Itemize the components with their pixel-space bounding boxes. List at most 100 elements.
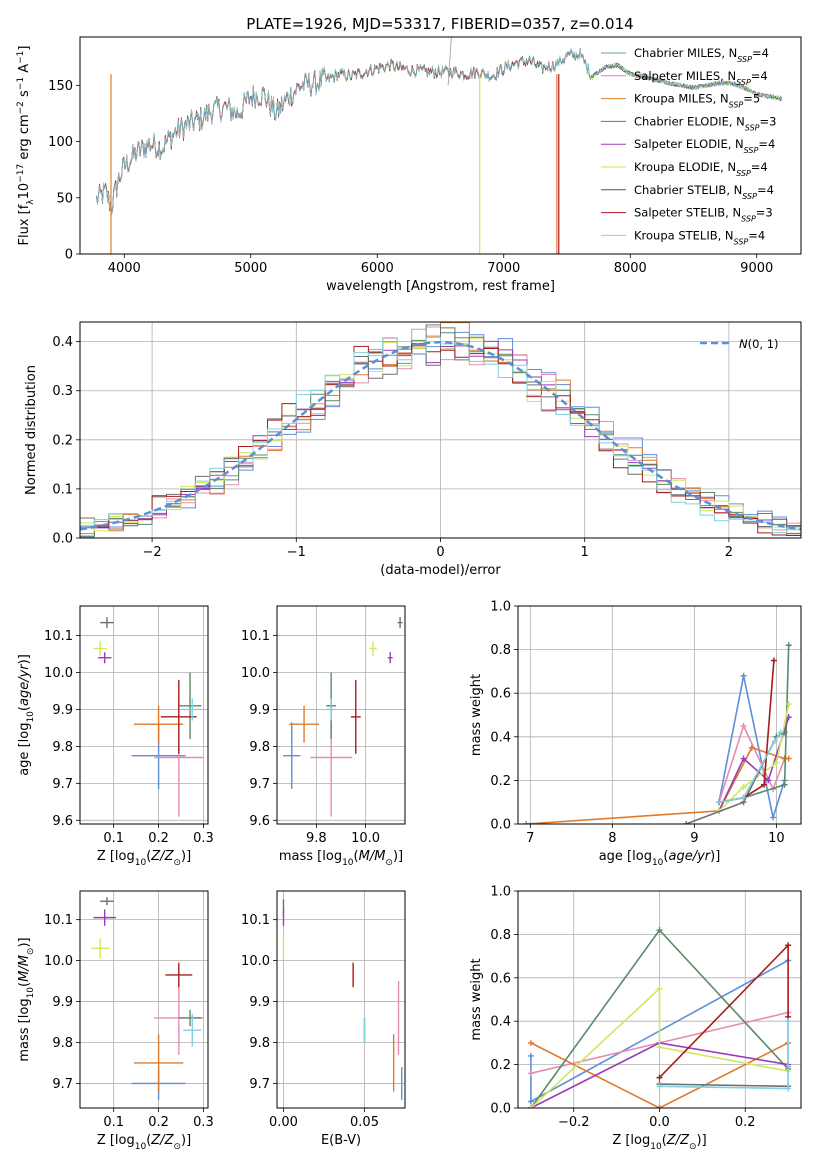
plot-area [518,891,801,1108]
weight-marker [527,1070,534,1077]
weight-marker [770,657,777,664]
weight-marker [527,1039,534,1046]
y-axis-label: mass weight [469,674,484,756]
spectrum-line [96,49,782,215]
y-tick-label: 9.7 [249,1077,270,1092]
legend-label: N(0, 1) [739,337,779,351]
weight-marker [770,814,777,821]
x-axis-label: (data-model)/error [380,563,501,578]
weight-marker [740,794,747,801]
weight-marker [656,1044,663,1051]
weight-marker [777,729,784,736]
figure-title: PLATE=1926, MJD=53317, FIBERID=0357, z=0… [246,15,633,33]
x-tick-label: 5000 [234,261,267,276]
x-tick-label: 0.2 [148,1115,169,1130]
weight-marker [656,927,663,934]
panel-spectrum: 4000 5000 6000 7000 8000 9000 0 50 100 150 Chabrie… [16,36,802,294]
axes-frame [79,890,209,1109]
plot-area [80,606,208,824]
error-point [100,897,114,906]
y-tick-label: 9.8 [52,1036,73,1051]
error-point [183,1013,202,1047]
panel-age-vs-Z: 0.1 0.2 0.3 9.6 9.7 9.8 9.9 10.0 10.1 Z [log10(Z/… [17,605,214,868]
error-point [100,617,114,629]
plot-area [80,322,801,538]
y-tick-label: 0.4 [490,730,511,745]
x-tick-label: 4000 [108,261,141,276]
legend-label: Chabrier MILES, NSSP=4 [634,46,769,64]
x-tick-label: 0.1 [103,831,124,846]
x-tick-label: 0.00 [269,1115,298,1130]
y-axis-label: mass [log10(M/M⊙)] [17,937,36,1061]
axes-frame [517,890,802,1109]
y-tick-label: 0.0 [52,532,73,547]
y-tick-label: 100 [48,135,73,150]
error-point [133,1034,184,1092]
error-point [183,698,202,721]
y-tick-label: 0.2 [490,1058,511,1073]
error-point [91,938,110,959]
x-tick-label: 8 [608,831,616,846]
error-point [397,617,403,629]
x-axis-label: age [log10(age/yr)] [599,849,721,868]
axes-frame [79,36,802,255]
x-tick-label: 0 [436,545,444,560]
y-tick-label: 0.6 [490,971,511,986]
error-point [387,652,393,664]
weight-series [656,1018,792,1092]
weight-series [656,942,792,1081]
x-tick-label: 0.05 [350,1115,379,1130]
weight-line [659,1021,789,1090]
x-tick-label: 10.0 [351,831,380,846]
panel-mass-vs-ebv: 0.00 0.05 9.7 9.8 9.9 10.0 10.1 E(B-V) [241,890,406,1148]
y-tick-label: 0.8 [490,928,511,943]
y-tick-label: 9.8 [249,1036,270,1051]
weight-marker [527,1105,534,1108]
y-tick-label: 0.0 [490,1102,511,1117]
x-tick-label: 0.0 [649,1115,670,1130]
y-tick-label: 0.3 [52,384,73,399]
weight-marker [523,821,530,824]
weight-line [659,1083,789,1088]
spectrum-line [96,56,559,214]
legend-label: Kroupa ELODIE, NSSP=4 [634,160,768,178]
plot-area [80,891,208,1108]
y-tick-label: 0.4 [52,335,73,350]
weight-marker [781,781,788,788]
axes-frame [276,890,406,1109]
weight-marker [785,755,792,762]
y-tick-label: 0.0 [490,818,511,833]
x-tick-label: 7000 [487,261,520,276]
legend-label: Chabrier ELODIE, NSSP=3 [634,114,776,131]
y-axis-label: Normed distribution [24,365,39,495]
weight-marker [748,744,755,751]
weight-marker [656,1083,663,1090]
legend-label: Salpeter STELIB, NSSP=3 [634,206,773,224]
y-tick-label: 150 [48,79,73,94]
y-tick-label: 1.0 [490,600,511,615]
legend-label: Chabrier STELIB, NSSP=4 [634,183,774,201]
weight-marker [740,672,747,679]
weight-series [715,714,792,814]
y-tick-label: 9.7 [52,1077,73,1092]
x-axis-label: wavelength [Angstrom, rest frame] [326,279,555,294]
y-tick-label: 9.9 [249,703,270,718]
weight-marker [785,1018,792,1025]
axes-frame [79,321,802,539]
legend-label: Kroupa MILES, NSSP=5 [634,92,760,110]
weight-marker [785,942,792,949]
weight-marker [785,642,792,649]
y-tick-label: 10.1 [44,913,73,928]
y-axis-label: age [log10(age/yr)] [17,654,36,776]
y-tick-label: 0.2 [52,433,73,448]
x-axis-label: Z [log10(Z/Z⊙)] [612,1133,706,1152]
y-tick-label: 9.9 [249,995,270,1010]
spectrum-emission-line [447,37,452,86]
weight-marker [785,701,792,708]
y-tick-label: 10.0 [241,954,270,969]
weight-line [718,723,786,803]
error-point [289,705,319,743]
error-point [133,705,184,743]
x-tick-label: 0.2 [735,1115,756,1130]
weight-line [718,675,786,821]
